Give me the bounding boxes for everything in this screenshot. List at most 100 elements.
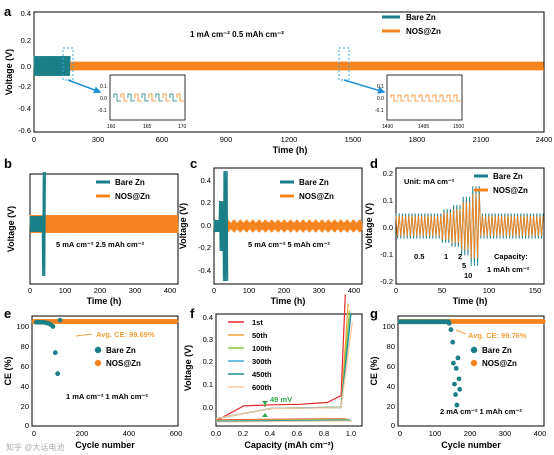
c-ytick: -0.4	[198, 266, 211, 275]
inset-1: 0.1 0.0 -0.1 160 165 170	[98, 74, 187, 130]
c-xtick: 400	[348, 286, 361, 295]
panel-c-ylabel: Voltage (V)	[178, 203, 188, 249]
legend-nos-zn: NOS@Zn	[482, 359, 517, 368]
panel-a-yticks: 0.4 0.2 0.0 -0.2 -0.4 -0.6	[18, 9, 31, 135]
inset2-trace	[439, 94, 447, 102]
panel-d-legend: Bare Zn NOS@Zn	[474, 172, 528, 195]
legend-bare-zn: Bare Zn	[493, 172, 523, 181]
e-xtick: 0	[32, 429, 36, 438]
series-cycle-1st	[215, 294, 346, 422]
panel-d-yticks: 0.2 0.1 0.0 -0.1 -0.2	[380, 169, 393, 286]
series-nos-zn	[29, 214, 179, 234]
panel-b-legend: Bare Zn NOS@Zn	[96, 178, 150, 201]
inset1-trace	[169, 93, 177, 102]
panel-c-xticks: 0 100 200 300 400	[212, 286, 360, 295]
inset1-trace	[113, 93, 121, 102]
inset1-trace	[176, 93, 184, 102]
inset2-trace	[446, 94, 454, 102]
e-ytick: 20	[21, 402, 29, 411]
panel-b-xlabel: Time (h)	[87, 296, 122, 306]
inset1-ytick: 0.0	[100, 96, 107, 102]
f-xtick: 0.0	[211, 429, 221, 438]
e-xtick: 600	[170, 429, 183, 438]
inset2-trace	[432, 94, 440, 102]
rate-label: 1	[444, 252, 448, 261]
panel-c-legend: Bare Zn NOS@Zn	[280, 178, 334, 201]
point-bare-zn	[453, 365, 459, 371]
b-xtick: 0	[28, 286, 32, 295]
d-xtick: 0	[394, 286, 398, 295]
a-xtick: 1500	[345, 135, 362, 144]
inset1-trace	[141, 93, 149, 102]
d-ytick: 0.1	[383, 196, 393, 205]
series-nos-zn	[395, 193, 544, 259]
legend-bare-zn: Bare Zn	[299, 178, 329, 187]
panel-a-xticks: 0 300 600 900 1200 1500 1800 2100 2400	[32, 135, 552, 144]
d-ytick: -0.2	[380, 277, 393, 286]
a-xtick: 0	[32, 135, 36, 144]
series-bare-zn	[33, 55, 71, 77]
series-cycle-600th	[215, 321, 353, 420]
panel-g-frame	[397, 315, 545, 427]
panel-f-49mv: 49 mV	[270, 395, 292, 404]
b-xtick: 100	[59, 286, 72, 295]
point-bare-zn	[448, 327, 454, 333]
panel-d-capacity-value: 1 mAh cm⁻²	[487, 265, 530, 274]
panel-a-condition: 1 mA cm⁻² 0.5 mAh cm⁻²	[190, 30, 284, 39]
panel-c-series	[213, 170, 363, 282]
panel-f-frame	[215, 313, 363, 427]
point-bare-zn	[52, 350, 58, 356]
inset2-ytick: 0.1	[377, 84, 384, 90]
panel-d-capacity-note: Capacity:	[494, 252, 528, 261]
panel-e-legend: Bare Zn NOS@Zn	[94, 346, 141, 368]
f-xtick: 0.2	[238, 429, 248, 438]
legend-bare-zn: Bare Zn	[106, 346, 136, 355]
legend-bare-zn: Bare Zn	[115, 178, 145, 187]
legend-100th: 100th	[252, 344, 272, 353]
point-bare-zn	[453, 392, 458, 397]
legend-50th: 50th	[252, 331, 268, 340]
inset1-trace	[134, 93, 142, 102]
f-ytick: 0.2	[203, 357, 213, 366]
point-nos-zn	[540, 319, 546, 324]
a-xtick: 900	[220, 135, 233, 144]
a-ytick: 0.0	[21, 62, 31, 71]
inset1-trace	[162, 93, 170, 102]
panel-e-xlabel: Cycle number	[75, 440, 135, 450]
inset2-trace	[453, 94, 461, 102]
g-ytick: 100	[382, 322, 395, 331]
inset2-trace	[425, 94, 433, 102]
a-ytick: 0.2	[21, 36, 31, 45]
inset1-trace	[148, 93, 156, 102]
zoom-box-2	[338, 47, 350, 81]
legend-nos-zn: NOS@Zn	[115, 192, 150, 201]
rate-label: 0.5	[414, 252, 424, 261]
inset2-trace	[418, 94, 426, 102]
g-xtick: 400	[534, 429, 547, 438]
f-ytick: 0.1	[203, 380, 213, 389]
a-xtick: 600	[156, 135, 169, 144]
f-ytick: 0.3	[203, 335, 213, 344]
d-xtick: 100	[483, 286, 496, 295]
panel-e-yticks: 100 80 60 40 20 0	[16, 322, 29, 430]
a-ytick: -0.6	[18, 126, 31, 135]
inset2-xtick: 1490	[382, 124, 393, 130]
a-ytick: -0.2	[18, 82, 31, 91]
inset2-trace	[390, 94, 398, 102]
panel-d-unit-note: Unit: mA cm⁻²	[404, 177, 455, 186]
panel-e-series	[31, 317, 179, 377]
point-bare-zn	[457, 386, 463, 392]
watermark: 知乎 @大话电池	[6, 442, 64, 452]
panel-g-legend: Bare Zn NOS@Zn	[470, 346, 517, 368]
inset1-ytick: 0.1	[100, 84, 107, 90]
inset2-trace	[411, 94, 419, 102]
panel-c-yticks: 0.4 0.2 0.0 -0.2 -0.4	[198, 176, 211, 275]
panel-b-xticks: 0 100 200 300 400	[28, 286, 176, 295]
panel-a-ylabel: Voltage (V)	[4, 49, 14, 95]
f-xtick: 0.6	[292, 429, 302, 438]
legend-nos-zn: NOS@Zn	[106, 359, 141, 368]
inset1-xtick: 165	[143, 124, 152, 130]
zoom-box-1	[62, 47, 74, 81]
panel-c-condition: 5 mA cm⁻² 5 mAh cm⁻²	[248, 240, 330, 249]
legend-nos-zn: NOS@Zn	[299, 192, 334, 201]
